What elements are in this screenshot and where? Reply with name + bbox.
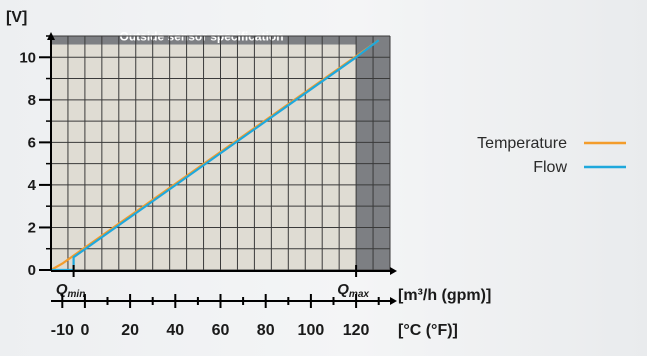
legend-label-flow: Flow <box>533 159 567 176</box>
temp-tick-label: 60 <box>212 322 230 339</box>
temp-axis-arrow <box>390 297 397 305</box>
y-tick-label: 2 <box>28 219 36 236</box>
y-tick-label: 6 <box>28 134 36 151</box>
temperature-axis-label: [°C (°F)] <box>398 322 458 339</box>
y-axis-label: [V] <box>6 9 27 26</box>
legend: Temperature Flow <box>477 135 626 176</box>
flow-marker-label: Qmax <box>337 281 369 300</box>
temp-tick-label: 120 <box>343 322 370 339</box>
temp-tick-label: 40 <box>166 322 184 339</box>
flow-axis-label: [m³/h (gpm)] <box>398 287 491 304</box>
axes: 0 2 4 6 8 10 Qmin Qmax -10 0 20 40 60 80 100 120 <box>19 32 397 339</box>
y-tick-label: 10 <box>19 49 36 66</box>
legend-label-temperature: Temperature <box>477 135 567 152</box>
temp-tick-label: 100 <box>298 322 325 339</box>
flow-axis-arrow <box>390 267 397 275</box>
outside-spec-label: Outside sensor specification <box>120 30 284 44</box>
temp-tick-label: 80 <box>257 322 275 339</box>
y-tick-label: 8 <box>28 92 36 109</box>
temp-tick-label: 0 <box>80 322 89 339</box>
temp-tick-label: 20 <box>121 322 139 339</box>
y-tick-label: 0 <box>28 262 36 279</box>
y-tick-label: 4 <box>28 177 37 194</box>
flow-marker-label: Qmin <box>56 281 85 300</box>
temp-tick-label: -10 <box>51 322 74 339</box>
